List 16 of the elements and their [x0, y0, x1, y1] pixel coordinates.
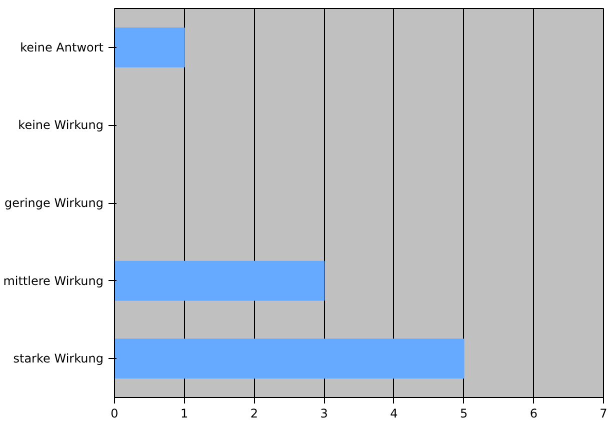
x-tick-label: 4 [390, 406, 398, 420]
y-tick-label: keine Wirkung [18, 118, 104, 132]
x-tick-label: 6 [530, 406, 538, 420]
x-tick-label: 2 [250, 406, 258, 420]
bar [114, 27, 185, 68]
y-tick-label: mittlere Wirkung [3, 274, 104, 288]
x-tick-label: 5 [460, 406, 468, 420]
x-tick-label: 0 [110, 406, 118, 420]
y-tick-label: starke Wirkung [13, 352, 104, 366]
x-tick-label: 7 [600, 406, 608, 420]
y-tick-label: keine Antwort [20, 40, 104, 54]
bar [114, 338, 464, 379]
bar [114, 260, 325, 301]
x-tick-label: 3 [320, 406, 328, 420]
y-tick-label: geringe Wirkung [4, 196, 104, 210]
x-tick-label: 1 [180, 406, 188, 420]
